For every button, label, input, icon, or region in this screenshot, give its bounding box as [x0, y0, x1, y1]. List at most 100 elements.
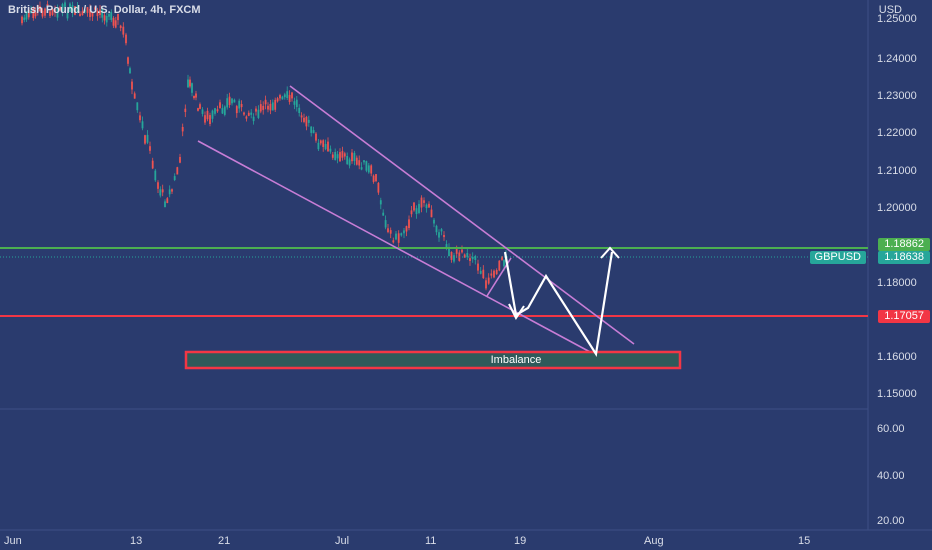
candle-body — [405, 226, 408, 232]
candle-body — [59, 7, 61, 10]
candle-body — [56, 8, 59, 18]
candle-body — [133, 93, 136, 99]
candle-body — [329, 148, 332, 152]
time-tick: 15 — [798, 535, 810, 547]
candle-body — [184, 108, 187, 112]
candle-body — [367, 165, 370, 173]
time-axis[interactable]: Jun 13 21 Jul 11 19 Aug 15 — [4, 535, 810, 547]
indicator-tick: 60.00 — [877, 423, 905, 435]
candle-body — [283, 94, 286, 98]
candle-body — [243, 112, 245, 115]
candle-body — [353, 152, 356, 162]
candle-body — [303, 117, 305, 122]
candle-body — [501, 256, 503, 260]
candle-body — [348, 159, 351, 166]
candle-body — [418, 203, 420, 213]
candle-body — [482, 269, 485, 279]
candle-body — [372, 175, 375, 182]
candle-body — [453, 255, 455, 262]
candle-body — [25, 11, 28, 20]
candle-body — [206, 110, 209, 120]
candle-body — [81, 11, 84, 16]
candle-body — [281, 96, 284, 100]
candle-body — [44, 8, 46, 16]
candle-body — [477, 263, 479, 271]
time-tick: 13 — [130, 535, 142, 547]
candle-body — [36, 5, 39, 12]
time-tick: 21 — [218, 535, 230, 547]
candle-body — [312, 130, 315, 134]
candle-body — [387, 228, 389, 233]
candle-body — [370, 165, 373, 174]
price-axis[interactable]: 1.25000 1.24000 1.23000 1.22000 1.21000 … — [877, 13, 917, 400]
candle-body — [23, 17, 26, 21]
symbol-title[interactable]: British Pound / U.S. Dollar, 4h, FXCM — [8, 4, 201, 16]
candle-body — [279, 95, 281, 99]
support-price-tag: 1.17057 — [878, 310, 930, 323]
projection-down-arrowhead — [508, 303, 525, 320]
candle-body — [293, 101, 296, 105]
candle-body — [379, 200, 382, 205]
price-tick: 1.15000 — [877, 388, 917, 400]
candle-body — [395, 233, 397, 240]
candle-body — [392, 240, 395, 243]
candle-body — [49, 11, 51, 16]
candle-body — [176, 167, 179, 175]
candle-body — [74, 6, 76, 15]
currency-label: USD — [878, 4, 902, 16]
candle-body — [141, 121, 144, 129]
candle-body — [32, 8, 35, 18]
imbalance-zone[interactable] — [184, 350, 682, 370]
candle-body — [322, 140, 325, 147]
candle-body — [101, 8, 104, 18]
candle-body — [69, 3, 71, 12]
candle-body — [375, 174, 377, 182]
candle-body — [466, 253, 469, 258]
candle-body — [300, 115, 303, 118]
candle-body — [79, 13, 81, 17]
candle-body — [149, 146, 151, 151]
candle-body — [228, 96, 231, 105]
candle-body — [269, 103, 272, 111]
candle-body — [331, 154, 334, 158]
candlestick-series — [21, 0, 507, 291]
candle-body — [125, 34, 127, 44]
candle-body — [351, 152, 353, 162]
candle-body — [286, 91, 289, 98]
candle-body — [89, 9, 91, 17]
candle-body — [119, 25, 122, 28]
projection-path[interactable] — [503, 251, 614, 358]
candle-body — [377, 182, 380, 193]
channel-lower-line[interactable] — [197, 140, 619, 368]
candle-body — [382, 212, 385, 216]
candle-body — [193, 96, 195, 99]
candle-body — [46, 4, 49, 7]
candle-body — [189, 79, 191, 87]
candle-body — [271, 102, 274, 111]
candle-body — [257, 109, 260, 118]
candle-body — [463, 254, 466, 258]
time-tick: Jul — [335, 535, 349, 547]
candle-body — [443, 235, 445, 238]
candle-body — [400, 233, 403, 236]
candle-body — [103, 15, 106, 21]
candle-body — [485, 280, 487, 289]
candle-body — [358, 160, 361, 166]
candle-body — [336, 154, 339, 159]
candle-body — [238, 100, 241, 109]
candle-body — [317, 142, 320, 150]
channel-upper-line[interactable] — [289, 85, 635, 345]
indicator-axis[interactable]: 60.00 40.00 20.00 — [877, 423, 905, 527]
candle-body — [94, 7, 96, 10]
candle-body — [250, 112, 253, 115]
resistance-price-tag: 1.18862 — [878, 238, 930, 251]
candle-body — [231, 98, 233, 104]
candle-body — [315, 133, 317, 141]
projection-up-arrowhead — [600, 246, 620, 259]
candle-body — [61, 4, 64, 12]
candle-body — [240, 104, 243, 108]
candle-body — [139, 115, 141, 121]
candle-body — [438, 232, 440, 238]
candle-body — [214, 108, 216, 114]
